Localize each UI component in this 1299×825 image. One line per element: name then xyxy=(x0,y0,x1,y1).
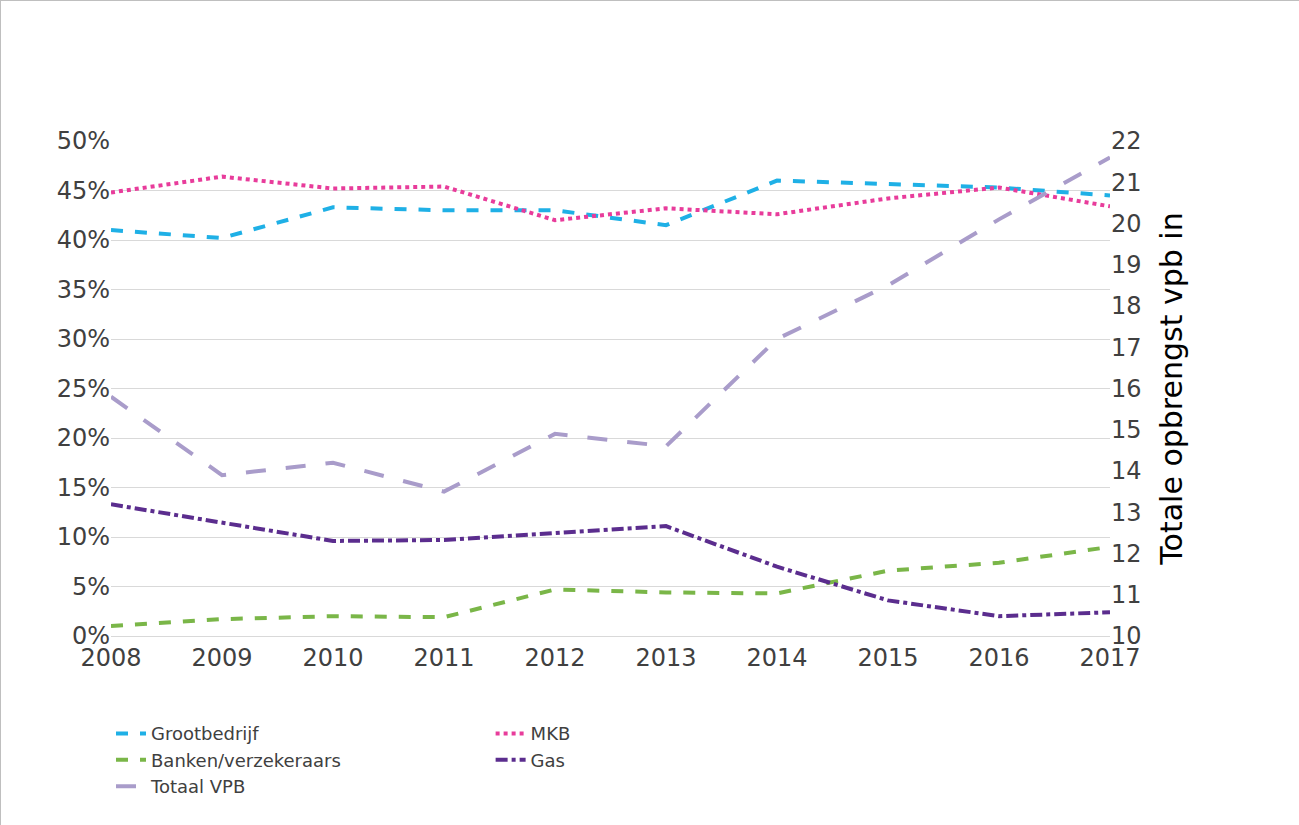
svg-text:12: 12 xyxy=(1111,540,1142,568)
svg-text:0%: 0% xyxy=(72,622,110,650)
svg-text:16: 16 xyxy=(1111,375,1142,403)
svg-text:2008: 2008 xyxy=(80,644,141,672)
svg-text:15%: 15% xyxy=(57,474,110,502)
svg-text:25%: 25% xyxy=(57,375,110,403)
svg-text:21: 21 xyxy=(1111,169,1142,197)
svg-text:5%: 5% xyxy=(72,573,110,601)
svg-text:2011: 2011 xyxy=(413,644,474,672)
svg-text:10: 10 xyxy=(1111,622,1142,650)
svg-text:35%: 35% xyxy=(57,276,110,304)
svg-text:30%: 30% xyxy=(57,325,110,353)
svg-text:2015: 2015 xyxy=(857,644,918,672)
svg-text:19: 19 xyxy=(1111,251,1142,279)
svg-text:13: 13 xyxy=(1111,499,1142,527)
svg-text:Totale opbrengst vpb in: Totale opbrengst vpb in xyxy=(1154,212,1189,565)
svg-text:45%: 45% xyxy=(57,177,110,205)
svg-text:11: 11 xyxy=(1111,581,1142,609)
svg-text:2017: 2017 xyxy=(1079,644,1140,672)
svg-text:2010: 2010 xyxy=(302,644,363,672)
svg-text:17: 17 xyxy=(1111,334,1142,362)
svg-text:14: 14 xyxy=(1111,457,1142,485)
svg-text:Totaal VPB: Totaal VPB xyxy=(150,776,245,797)
svg-text:15: 15 xyxy=(1111,416,1142,444)
svg-text:Grootbedrijf: Grootbedrijf xyxy=(151,723,259,744)
svg-text:40%: 40% xyxy=(57,226,110,254)
svg-text:20: 20 xyxy=(1111,210,1142,238)
svg-text:2014: 2014 xyxy=(746,644,807,672)
svg-text:2013: 2013 xyxy=(635,644,696,672)
svg-text:MKB: MKB xyxy=(531,723,571,744)
svg-text:2009: 2009 xyxy=(191,644,252,672)
svg-text:18: 18 xyxy=(1111,292,1142,320)
svg-text:2012: 2012 xyxy=(524,644,585,672)
svg-text:10%: 10% xyxy=(57,523,110,551)
svg-text:2016: 2016 xyxy=(968,644,1029,672)
svg-text:Banken/verzekeraars: Banken/verzekeraars xyxy=(151,750,341,771)
svg-text:22: 22 xyxy=(1111,127,1142,155)
svg-text:20%: 20% xyxy=(57,424,110,452)
svg-text:Gas: Gas xyxy=(531,750,565,771)
svg-text:50%: 50% xyxy=(57,127,110,155)
